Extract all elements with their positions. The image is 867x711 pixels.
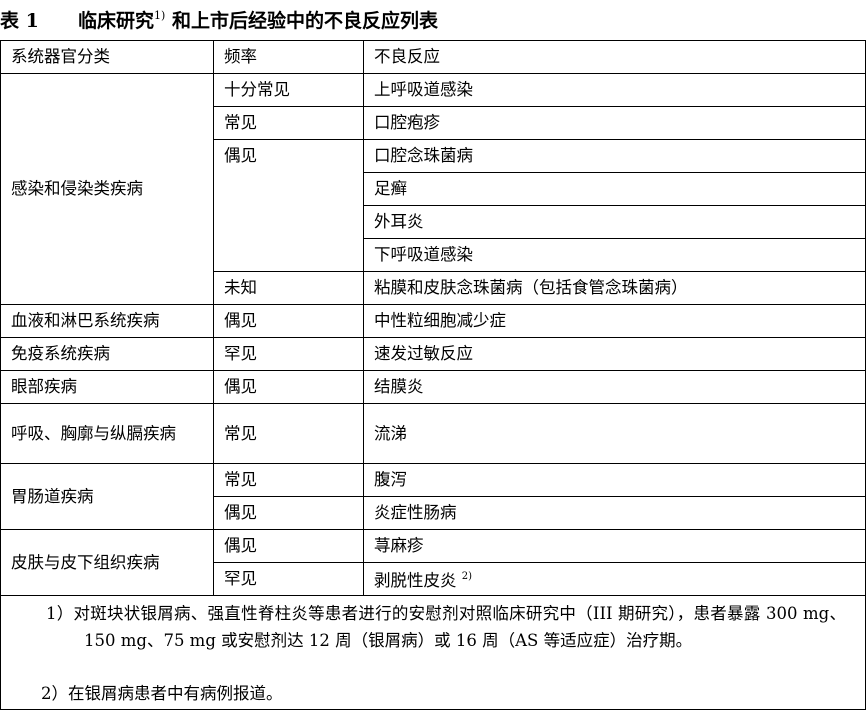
adverse-reactions-table: 系统器官分类 频率 不良反应 感染和侵染类疾病 十分常见 上呼吸道感染 常见 口… <box>0 40 866 596</box>
table-title: 表 1 临床研究1) 和上市后经验中的不良反应列表 <box>0 6 438 36</box>
header-frequency: 频率 <box>213 40 364 74</box>
reaction-cell: 口腔念珠菌病 <box>363 139 866 173</box>
frequency-cell: 偶见 <box>213 370 364 404</box>
soc-cell: 皮肤与皮下组织疾病 <box>0 529 214 596</box>
table-number: 表 1 <box>0 10 39 32</box>
frequency-cell: 偶见 <box>213 304 364 338</box>
table-row: 皮肤与皮下组织疾病 偶见 荨麻疹 <box>0 529 866 596</box>
table-row: 眼部疾病 偶见 结膜炎 <box>0 370 866 404</box>
reaction-cell: 流涕 <box>363 403 866 464</box>
footnote-2: 2）在银屑病患者中有病例报道。 <box>41 684 283 703</box>
footnote-ref: 2) <box>461 571 473 582</box>
soc-cell: 血液和淋巴系统疾病 <box>0 304 214 338</box>
table-row: 常见 口腔疱疹 <box>1 106 866 140</box>
header-reaction: 不良反应 <box>363 40 866 74</box>
reaction-cell: 剥脱性皮炎 2) <box>363 562 866 596</box>
soc-cell: 胃肠道疾病 <box>0 463 214 530</box>
reaction-cell: 结膜炎 <box>363 370 866 404</box>
frequency-cell: 常见 <box>213 106 364 140</box>
table-row: 下呼吸道感染 <box>1 238 866 272</box>
reaction-cell: 下呼吸道感染 <box>363 238 866 272</box>
reaction-cell: 口腔疱疹 <box>363 106 866 140</box>
reaction-cell: 速发过敏反应 <box>363 337 866 371</box>
frequency-cell: 十分常见 <box>213 73 364 107</box>
reaction-cell: 中性粒细胞减少症 <box>363 304 866 338</box>
reaction-cell: 足癣 <box>363 172 866 206</box>
soc-cell: 眼部疾病 <box>0 370 214 404</box>
soc-cell: 感染和侵染类疾病 <box>0 73 214 305</box>
footnotes: 1）对斑块状银屑病、强直性脊柱炎等患者进行的安慰剂对照临床研究中（III 期研究… <box>0 596 866 710</box>
soc-cell: 呼吸、胸廓与纵膈疾病 <box>0 403 214 464</box>
reaction-cell: 粘膜和皮肤念珠菌病（包括食管念珠菌病） <box>363 271 866 305</box>
header-soc: 系统器官分类 <box>0 40 214 74</box>
reaction-cell: 炎症性肠病 <box>363 496 866 530</box>
table-row: 胃肠道疾病 常见 腹泻 <box>0 463 866 530</box>
table-row: 免疫系统疾病 罕见 速发过敏反应 <box>0 337 866 371</box>
table-row: 血液和淋巴系统疾病 偶见 中性粒细胞减少症 <box>0 304 866 338</box>
reaction-cell: 外耳炎 <box>363 205 866 239</box>
table-row: 呼吸、胸廓与纵膈疾病 常见 流涕 <box>0 403 866 464</box>
frequency-cell: 偶见 <box>213 139 364 272</box>
frequency-cell: 常见 <box>213 403 364 464</box>
table-row: 未知 粘膜和皮肤念珠菌病（包括食管念珠菌病） <box>1 271 866 305</box>
footnote-ref: 1) <box>154 9 166 22</box>
header-row: 系统器官分类 频率 不良反应 <box>0 40 866 74</box>
table-row: 感染和侵染类疾病 十分常见 上呼吸道感染 <box>0 73 866 305</box>
table-row: 偶见 炎症性肠病 <box>1 496 866 530</box>
frequency-cell: 常见 <box>213 463 364 497</box>
reaction-cell: 荨麻疹 <box>363 529 866 563</box>
table-row: 罕见 剥脱性皮炎 2) <box>1 562 866 596</box>
reaction-cell: 上呼吸道感染 <box>363 73 866 107</box>
frequency-cell: 罕见 <box>213 562 364 596</box>
frequency-cell: 偶见 <box>213 529 364 563</box>
frequency-cell: 未知 <box>213 271 364 305</box>
footnote-1: 1）对斑块状银屑病、强直性脊柱炎等患者进行的安慰剂对照临床研究中（III 期研究… <box>46 604 846 650</box>
frequency-cell: 偶见 <box>213 496 364 530</box>
reaction-cell: 腹泻 <box>363 463 866 497</box>
frequency-cell: 罕见 <box>213 337 364 371</box>
soc-cell: 免疫系统疾病 <box>0 337 214 371</box>
